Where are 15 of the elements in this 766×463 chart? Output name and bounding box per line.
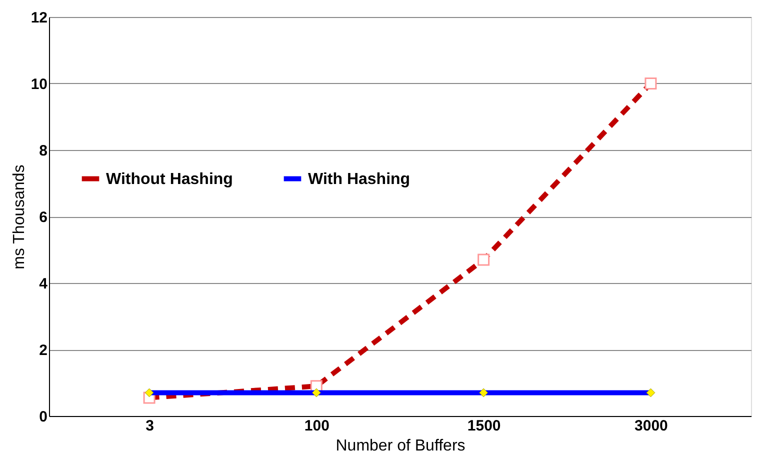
x-tick-label: 100	[304, 418, 330, 434]
y-tick-label: 4	[39, 276, 48, 292]
y-tick-label: 2	[39, 342, 48, 359]
x-tick-label: 3	[146, 418, 154, 434]
x-axis-title: Number of Buffers	[336, 438, 466, 454]
x-tick-label: 1500	[467, 418, 501, 434]
x-tick-label: 3000	[634, 418, 668, 434]
y-tick-label: 12	[30, 10, 48, 26]
y-tick-label: 0	[39, 408, 48, 426]
y-tick-label: 8	[39, 142, 48, 160]
y-tick-label: 6	[39, 209, 48, 226]
y-axis-title: ms Thousands	[10, 164, 28, 270]
legend-label: Without Hashing	[106, 170, 233, 188]
legend-label: With Hashing	[308, 170, 410, 188]
y-tick-label: 10	[30, 76, 48, 93]
